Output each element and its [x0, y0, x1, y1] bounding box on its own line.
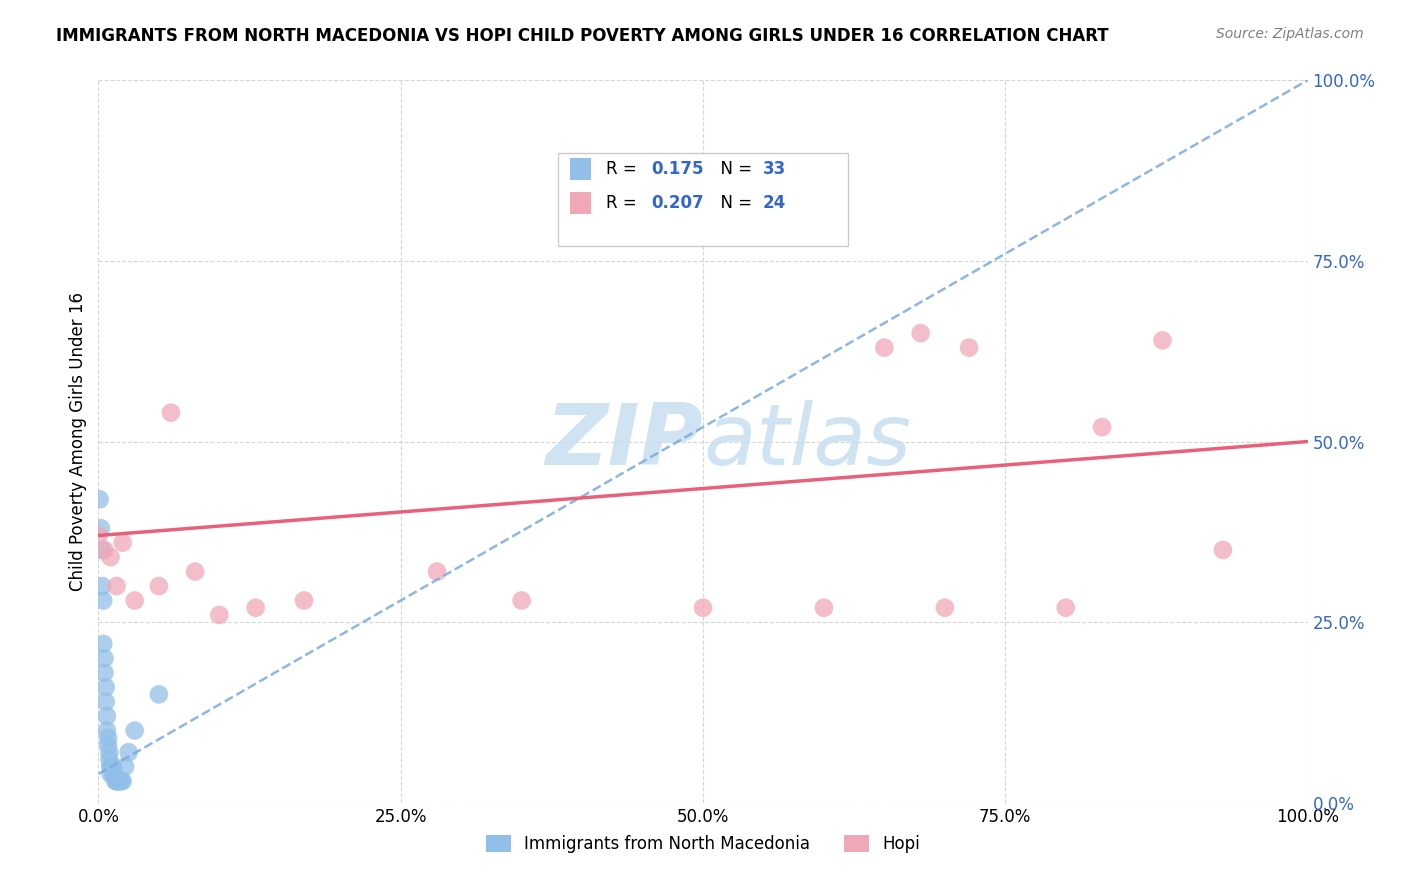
Point — [105, 774, 128, 789]
Point — [934, 600, 956, 615]
Point — [1091, 420, 1114, 434]
Point — [148, 687, 170, 701]
Text: IMMIGRANTS FROM NORTH MACEDONIA VS HOPI CHILD POVERTY AMONG GIRLS UNDER 16 CORRE: IMMIGRANTS FROM NORTH MACEDONIA VS HOPI … — [56, 27, 1109, 45]
Bar — [569, 158, 591, 180]
Point — [1054, 600, 1077, 615]
Bar — [569, 193, 591, 214]
Point — [111, 535, 134, 549]
Text: N =: N = — [710, 194, 756, 212]
Point — [93, 542, 115, 557]
Point — [91, 579, 114, 593]
Point — [100, 760, 122, 774]
Point — [97, 731, 120, 745]
Point — [94, 680, 117, 694]
Point — [87, 528, 110, 542]
Text: N =: N = — [710, 161, 756, 178]
Point — [104, 774, 127, 789]
Point — [97, 738, 120, 752]
Y-axis label: Child Poverty Among Girls Under 16: Child Poverty Among Girls Under 16 — [69, 292, 87, 591]
Point — [292, 593, 315, 607]
Point — [957, 341, 980, 355]
Point — [101, 760, 124, 774]
Point — [813, 600, 835, 615]
Point — [184, 565, 207, 579]
Point — [108, 774, 131, 789]
Point — [114, 760, 136, 774]
Point — [98, 745, 121, 759]
Point — [96, 723, 118, 738]
Point — [1212, 542, 1234, 557]
Point — [103, 767, 125, 781]
Text: 24: 24 — [763, 194, 786, 212]
Point — [245, 600, 267, 615]
Text: Source: ZipAtlas.com: Source: ZipAtlas.com — [1216, 27, 1364, 41]
Point — [96, 709, 118, 723]
Point — [873, 341, 896, 355]
Text: ZIP: ZIP — [546, 400, 703, 483]
Point — [160, 406, 183, 420]
Point — [124, 593, 146, 607]
Text: 33: 33 — [763, 161, 786, 178]
Point — [124, 723, 146, 738]
Point — [90, 521, 112, 535]
Point — [89, 492, 111, 507]
Legend: Immigrants from North Macedonia, Hopi: Immigrants from North Macedonia, Hopi — [479, 828, 927, 860]
Point — [98, 752, 121, 766]
Text: 0.175: 0.175 — [651, 161, 704, 178]
Point — [148, 579, 170, 593]
Point — [93, 651, 115, 665]
Bar — [558, 153, 848, 246]
Point — [910, 326, 932, 340]
Point — [108, 774, 131, 789]
Point — [91, 637, 114, 651]
Point — [94, 695, 117, 709]
Text: 0.207: 0.207 — [651, 194, 704, 212]
Point — [100, 760, 122, 774]
Point — [91, 542, 114, 557]
Text: atlas: atlas — [703, 400, 911, 483]
Text: R =: R = — [606, 161, 641, 178]
Point — [692, 600, 714, 615]
Point — [100, 767, 122, 781]
Point — [111, 774, 134, 789]
Point — [426, 565, 449, 579]
Point — [110, 774, 132, 789]
Point — [208, 607, 231, 622]
Point — [118, 745, 141, 759]
Point — [93, 665, 115, 680]
Point — [105, 579, 128, 593]
Point — [91, 593, 114, 607]
Point — [101, 767, 124, 781]
Text: R =: R = — [606, 194, 641, 212]
Point — [1152, 334, 1174, 348]
Point — [107, 774, 129, 789]
Point — [100, 550, 122, 565]
Point — [510, 593, 533, 607]
